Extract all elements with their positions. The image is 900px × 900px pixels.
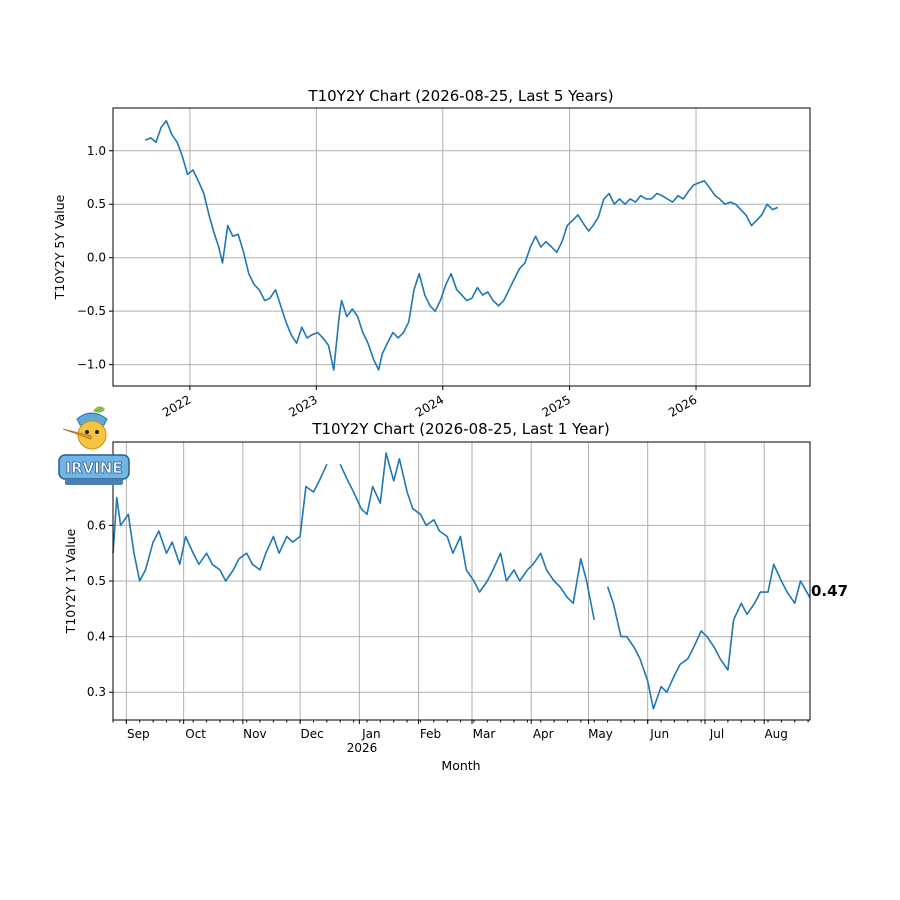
chart-5y-ylabel: T10Y2Y 5Y Value xyxy=(52,194,67,300)
x-tick-label: 2023 xyxy=(286,392,319,419)
svg-text:IRVINE: IRVINE xyxy=(65,459,122,477)
series-line xyxy=(606,563,811,710)
x-tick-label: Mar xyxy=(473,727,496,741)
x-tick-label: May xyxy=(588,727,613,741)
y-tick-label: −1.0 xyxy=(77,358,106,372)
logo-leaf xyxy=(93,406,105,413)
mascot-logo: IRVINE xyxy=(58,406,130,485)
x-tick-label: Jan xyxy=(361,727,381,741)
chart-1y-year-sublabel: 2026 xyxy=(347,741,378,755)
y-tick-label: 0.3 xyxy=(87,685,106,699)
chart-5y-frame xyxy=(112,107,811,387)
x-tick-label: 2025 xyxy=(540,392,573,419)
series-line xyxy=(112,463,328,582)
y-tick-label: 0.5 xyxy=(87,574,106,588)
chart-1y-frame xyxy=(112,441,811,721)
x-tick-label: 2026 xyxy=(666,392,699,419)
x-tick-label: Feb xyxy=(420,727,441,741)
x-tick-label: Jul xyxy=(709,727,724,741)
x-tick-label: Dec xyxy=(301,727,324,741)
x-tick-label: Oct xyxy=(185,727,206,741)
logo-hat xyxy=(76,412,108,426)
chart-1y-title: T10Y2Y Chart (2026-08-25, Last 1 Year) xyxy=(311,420,609,438)
chart-1y-ylabel: T10Y2Y 1Y Value xyxy=(63,528,78,634)
series-line xyxy=(144,120,779,371)
x-tick-label: Jun xyxy=(649,727,669,741)
y-tick-label: 0.0 xyxy=(87,251,106,265)
x-tick-label: 2022 xyxy=(160,392,193,419)
x-tick-label: Apr xyxy=(533,727,554,741)
chart-1y-xlabel: Month xyxy=(441,758,480,773)
y-tick-label: 0.6 xyxy=(87,518,106,532)
chart-5-year: T10Y2Y Chart (2026-08-25, Last 5 Years) … xyxy=(52,87,811,420)
y-tick-label: 1.0 xyxy=(87,144,106,158)
chart-5y-title: T10Y2Y Chart (2026-08-25, Last 5 Years) xyxy=(307,87,613,105)
y-tick-label: 0.4 xyxy=(87,630,106,644)
logo-nose xyxy=(62,428,92,440)
x-tick-label: Nov xyxy=(243,727,266,741)
logo-face xyxy=(77,420,107,450)
x-tick-label: 2024 xyxy=(413,392,446,419)
y-tick-label: −0.5 xyxy=(77,304,106,318)
x-tick-label: Aug xyxy=(764,727,787,741)
chart-1-year: T10Y2Y Chart (2026-08-25, Last 1 Year) T… xyxy=(63,420,848,773)
y-tick-label: 0.5 xyxy=(87,197,106,211)
x-tick-label: Sep xyxy=(127,727,150,741)
series-line xyxy=(339,452,595,621)
last-value-label: 0.47 xyxy=(811,582,848,600)
